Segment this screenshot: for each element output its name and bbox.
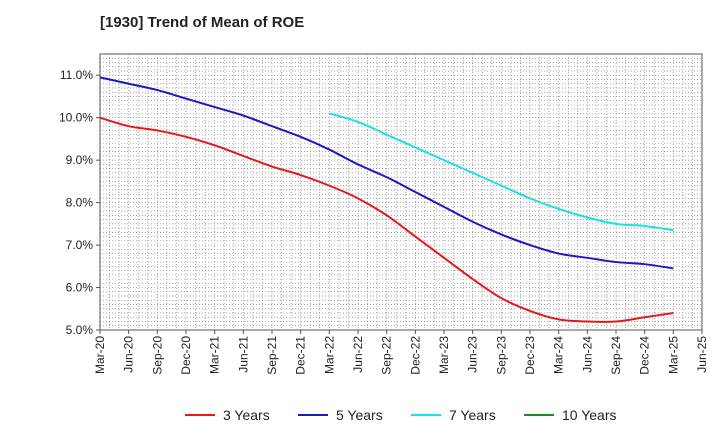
x-tick-label: Dec-20 [179, 336, 193, 375]
x-tick-label: Sep-21 [265, 336, 279, 375]
legend-label-5-years: 5 Years [336, 407, 383, 423]
x-tick-label: Dec-23 [523, 336, 537, 375]
x-tick-label: Dec-22 [408, 336, 422, 375]
x-tick-label: Jun-21 [236, 336, 250, 373]
x-tick-label: Sep-23 [494, 336, 508, 375]
y-tick-label: 7.0% [66, 238, 94, 252]
x-tick-label: Sep-20 [150, 336, 164, 375]
series-line-7-years [329, 112, 674, 232]
x-tick-label: Jun-25 [695, 336, 709, 373]
x-tick-label: Jun-22 [351, 336, 365, 373]
legend-label-10-years: 10 Years [562, 407, 617, 423]
axes: 5.0% 6.0% 7.0% 8.0% 9.0% 10.0% 11.0% Mar-20 Jun-… [59, 53, 709, 375]
plot-area [100, 54, 702, 330]
chart-title: [1930] Trend of Mean of ROE [100, 14, 305, 31]
x-tick-label: Mar-22 [322, 336, 336, 374]
legend-label-7-years: 7 Years [449, 407, 496, 423]
x-tick-label: Mar-25 [666, 336, 680, 374]
legend-label-3-years: 3 Years [223, 407, 270, 423]
y-tick-label: 8.0% [66, 196, 94, 210]
x-tick-label: Jun-23 [466, 336, 480, 373]
x-tick-label: Jun-20 [122, 336, 136, 373]
x-tick-label: Mar-20 [93, 336, 107, 374]
x-tick-label: Mar-24 [552, 336, 566, 374]
series-lines [99, 76, 674, 323]
plot-frame [99, 53, 703, 331]
y-tick-label: 9.0% [66, 153, 94, 167]
x-tick-label: Dec-21 [294, 336, 308, 375]
y-tick-label: 10.0% [59, 111, 93, 125]
grid [100, 54, 702, 330]
series-line-5-years [99, 76, 674, 270]
x-tick-label: Mar-21 [208, 336, 222, 374]
y-tick-label: 5.0% [66, 323, 94, 337]
x-tick-label: Mar-23 [437, 336, 451, 374]
x-tick-label: Sep-22 [380, 336, 394, 375]
y-tick-label: 6.0% [66, 281, 94, 295]
legend: 3 Years 5 Years 7 Years 10 Years [185, 407, 617, 423]
x-tick-label: Dec-24 [638, 336, 652, 375]
series-line-3-years [99, 116, 674, 323]
x-tick-label: Jun-24 [580, 336, 594, 373]
y-tick-label: 11.0% [60, 68, 93, 82]
x-tick-label: Sep-24 [609, 336, 623, 375]
